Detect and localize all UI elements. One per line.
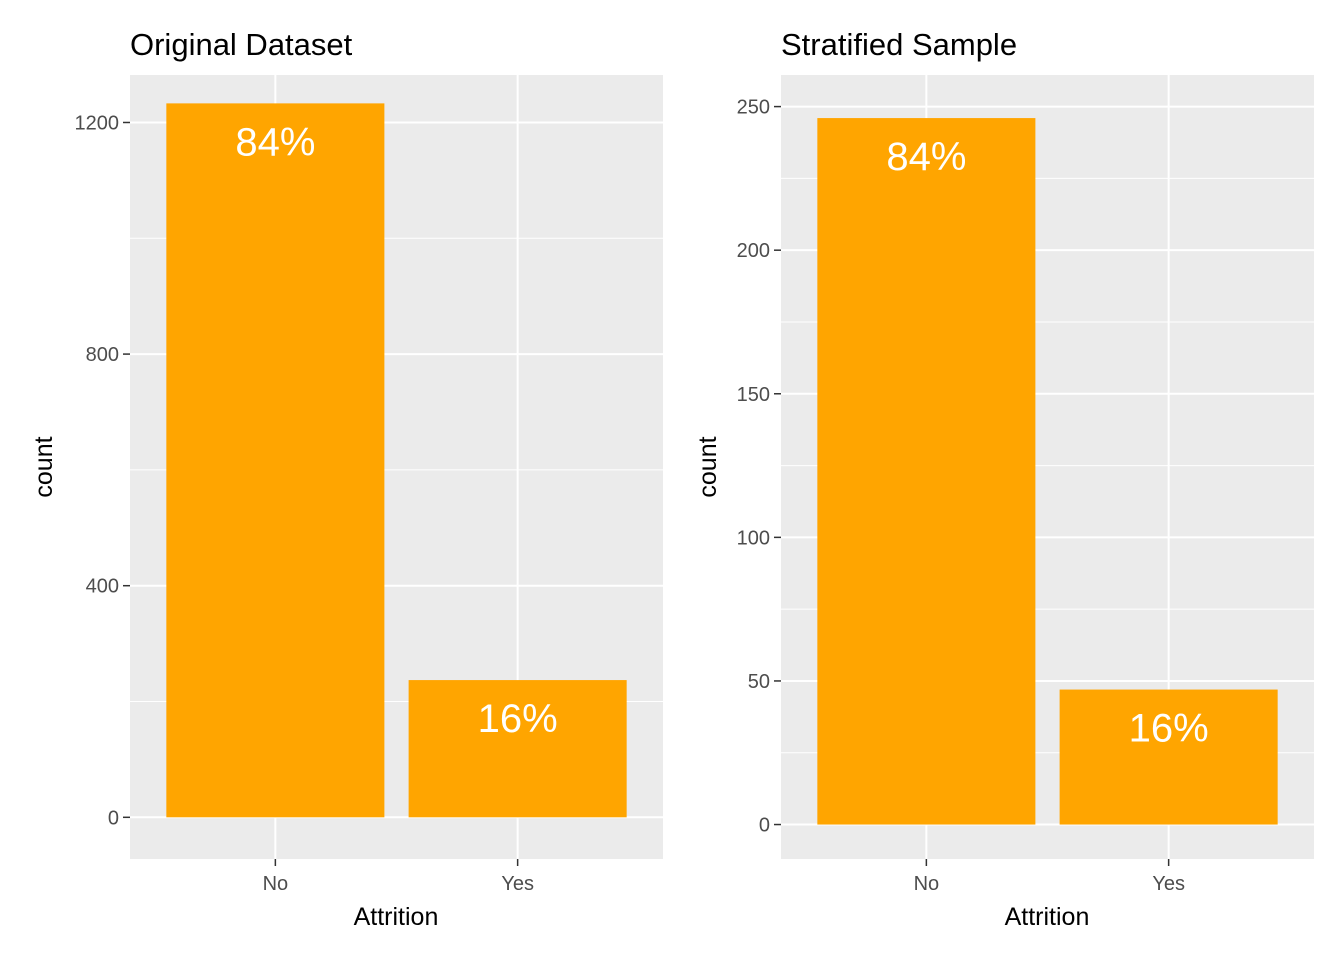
x-tick-label: No (263, 873, 289, 895)
y-tick-label: 800 (86, 344, 119, 366)
bar-no (817, 118, 1036, 825)
y-tick-label: 0 (759, 815, 770, 837)
x-tick-label: No (914, 873, 940, 895)
x-axis-title: Attrition (1005, 903, 1090, 931)
x-tick-label: Yes (501, 873, 534, 895)
y-tick-label: 0 (108, 807, 119, 829)
bar-label: 16% (1129, 707, 1209, 751)
x-axis-title: Attrition (354, 903, 439, 931)
bar-label: 84% (886, 135, 966, 179)
bars: 84% 16% (166, 103, 627, 818)
bar-yes (408, 680, 627, 818)
y-axis-title: count (694, 436, 722, 497)
y-tick-label: 1200 (75, 112, 120, 134)
x-tick-label: Yes (1152, 873, 1185, 895)
bar-label: 84% (235, 120, 315, 164)
chart-title: Stratified Sample (781, 27, 1017, 62)
y-tick-label: 200 (737, 240, 770, 262)
y-tick-label: 100 (737, 527, 770, 549)
chart-panel-stratified: Stratified Sample 84% 16% 0 50 100 150 200 250… (694, 27, 1314, 931)
axis-ticks: 0 50 100 150 200 250 No Yes (737, 97, 1185, 895)
y-tick-label: 250 (737, 97, 770, 119)
y-tick-label: 150 (737, 384, 770, 406)
axis-ticks: 0 400 800 1200 No Yes (75, 112, 534, 895)
chart-panel-original: Original Dataset 84% 16% 0 400 800 1200 No Yes… (30, 27, 663, 931)
bar-label: 16% (478, 697, 558, 741)
chart-title: Original Dataset (130, 27, 353, 62)
y-axis-title: count (30, 436, 58, 497)
bar-yes (1059, 689, 1278, 825)
bar-no (166, 103, 385, 818)
bars: 84% 16% (817, 118, 1278, 825)
y-tick-label: 400 (86, 576, 119, 598)
y-tick-label: 50 (748, 671, 770, 693)
